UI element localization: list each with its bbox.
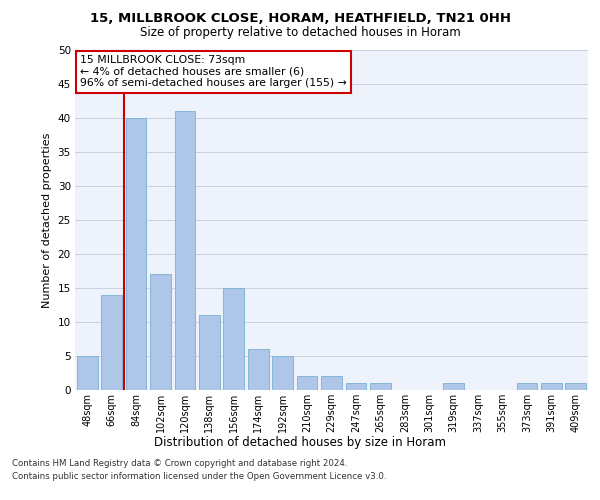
Bar	[248, 349, 269, 390]
Y-axis label: Number of detached properties: Number of detached properties	[42, 132, 52, 308]
Text: Contains HM Land Registry data © Crown copyright and database right 2024.: Contains HM Land Registry data © Crown c…	[12, 458, 347, 468]
Bar	[101, 295, 122, 390]
Bar	[517, 383, 538, 390]
Bar	[175, 111, 196, 390]
Bar	[125, 118, 146, 390]
Text: Size of property relative to detached houses in Horam: Size of property relative to detached ho…	[140, 26, 460, 39]
Bar	[77, 356, 98, 390]
Bar	[370, 383, 391, 390]
Text: Contains public sector information licensed under the Open Government Licence v3: Contains public sector information licen…	[12, 472, 386, 481]
Bar	[541, 383, 562, 390]
Bar	[199, 315, 220, 390]
Bar	[223, 288, 244, 390]
Text: 15, MILLBROOK CLOSE, HORAM, HEATHFIELD, TN21 0HH: 15, MILLBROOK CLOSE, HORAM, HEATHFIELD, …	[89, 12, 511, 26]
Bar	[443, 383, 464, 390]
Text: 15 MILLBROOK CLOSE: 73sqm
← 4% of detached houses are smaller (6)
96% of semi-de: 15 MILLBROOK CLOSE: 73sqm ← 4% of detach…	[80, 55, 347, 88]
Bar	[272, 356, 293, 390]
Bar	[150, 274, 171, 390]
Bar	[321, 376, 342, 390]
Bar	[296, 376, 317, 390]
Text: Distribution of detached houses by size in Horam: Distribution of detached houses by size …	[154, 436, 446, 449]
Bar	[346, 383, 367, 390]
Bar	[565, 383, 586, 390]
